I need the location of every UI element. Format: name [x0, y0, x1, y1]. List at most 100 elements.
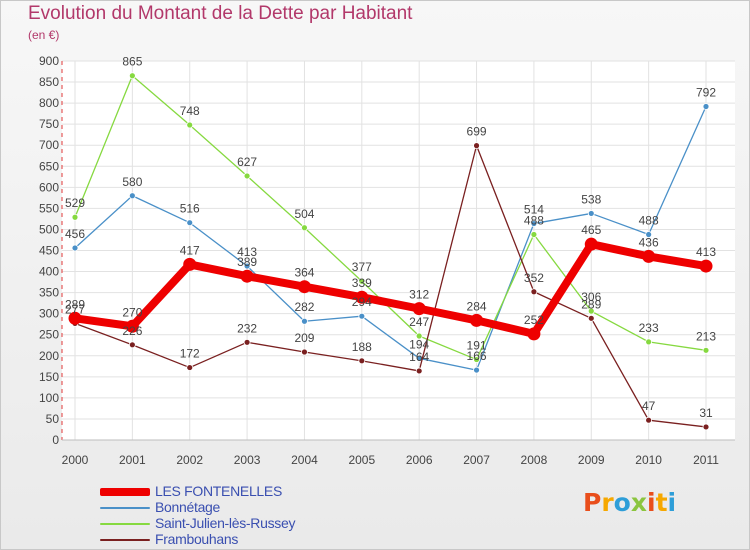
data-point — [530, 231, 538, 238]
data-label: 47 — [642, 399, 656, 413]
data-label: 270 — [122, 305, 142, 319]
data-label: 166 — [467, 349, 487, 363]
x-tick-label: 2000 — [62, 453, 89, 467]
data-point — [702, 423, 710, 431]
data-label: 504 — [294, 207, 314, 221]
data-point — [473, 356, 480, 363]
data-label: 232 — [237, 321, 257, 335]
data-point — [412, 302, 426, 316]
data-label: 289 — [65, 297, 85, 311]
data-point — [530, 220, 538, 227]
chart-title: Evolution du Montant de la Dette par Hab… — [28, 3, 413, 24]
y-tick-label: 800 — [39, 96, 59, 110]
series-line-0 — [71, 240, 710, 338]
data-point — [358, 357, 366, 365]
data-label: 233 — [639, 321, 659, 335]
data-label: 277 — [65, 302, 85, 316]
legend-swatch — [100, 523, 150, 525]
data-point — [530, 288, 538, 296]
y-tick-label: 50 — [46, 412, 60, 426]
y-tick-label: 200 — [39, 349, 59, 363]
data-label: 456 — [65, 227, 85, 241]
data-label: 364 — [294, 266, 314, 280]
y-tick-label: 150 — [39, 370, 59, 384]
data-label: 413 — [237, 245, 257, 259]
data-label: 282 — [294, 300, 314, 314]
data-point — [71, 213, 79, 221]
data-label: 699 — [467, 125, 487, 139]
x-tick-label: 2002 — [176, 453, 203, 467]
data-label: 538 — [581, 192, 601, 206]
data-label: 172 — [180, 347, 200, 361]
data-label: 627 — [237, 155, 257, 169]
x-tick-label: 2001 — [119, 453, 146, 467]
y-tick-label: 0 — [52, 433, 59, 447]
proxiti-logo: Proxiti — [583, 488, 677, 517]
y-tick-label: 900 — [39, 54, 59, 68]
data-point — [358, 277, 366, 285]
data-point — [68, 311, 82, 325]
data-point — [243, 338, 251, 346]
data-label: 191 — [467, 339, 487, 353]
data-label: 194 — [409, 337, 429, 351]
data-point — [358, 312, 366, 320]
data-point — [186, 121, 194, 129]
data-label: 226 — [122, 324, 142, 338]
legend-label: LES FONTENELLES — [155, 483, 282, 499]
data-point — [587, 314, 595, 322]
series-line-2 — [74, 75, 707, 361]
data-label: 339 — [352, 276, 372, 290]
y-tick-label: 600 — [39, 180, 59, 194]
data-point — [645, 338, 653, 346]
data-label: 792 — [696, 85, 716, 99]
legend-swatch — [100, 539, 150, 541]
x-tick-label: 2007 — [463, 453, 490, 467]
data-label: 748 — [180, 104, 200, 118]
legend-label: Frambouhans — [155, 531, 239, 547]
series-line-3 — [74, 144, 707, 428]
data-point — [702, 103, 710, 110]
data-point — [587, 307, 595, 315]
chart-subtitle: (en €) — [28, 28, 60, 42]
data-point — [243, 172, 251, 180]
y-tick-label: 850 — [39, 75, 59, 89]
data-point — [527, 327, 541, 341]
data-label: 294 — [352, 295, 372, 309]
x-tick-label: 2008 — [521, 453, 548, 467]
data-label: 389 — [237, 255, 257, 269]
data-point — [128, 341, 136, 349]
data-label: 188 — [352, 340, 372, 354]
x-tick-label: 2011 — [693, 453, 719, 467]
data-point — [584, 237, 598, 251]
legend-swatch — [100, 488, 150, 496]
data-point — [71, 244, 79, 252]
y-tick-label: 650 — [39, 159, 59, 173]
data-label: 465 — [581, 223, 601, 237]
y-tick-label: 550 — [39, 201, 59, 215]
data-label: 865 — [122, 55, 142, 69]
data-point — [415, 332, 423, 340]
data-label: 252 — [524, 313, 544, 327]
data-label: 31 — [699, 406, 713, 420]
data-label: 580 — [122, 175, 142, 189]
data-point — [470, 313, 484, 327]
y-tick-label: 350 — [39, 286, 59, 300]
data-point — [243, 262, 251, 270]
data-label: 488 — [639, 213, 659, 227]
legend-label: Bonnétage — [155, 499, 221, 515]
data-point — [297, 280, 311, 294]
data-point — [699, 259, 713, 273]
x-tick-label: 2005 — [348, 453, 375, 467]
y-tick-label: 250 — [39, 328, 59, 342]
data-point — [301, 224, 308, 232]
data-point — [587, 210, 595, 217]
data-label: 209 — [294, 331, 314, 345]
data-point — [186, 219, 194, 227]
data-point — [642, 249, 656, 263]
y-tick-label: 450 — [39, 244, 59, 258]
data-point — [355, 290, 369, 304]
data-point — [128, 192, 136, 200]
data-point — [473, 366, 480, 374]
data-point — [645, 416, 653, 424]
